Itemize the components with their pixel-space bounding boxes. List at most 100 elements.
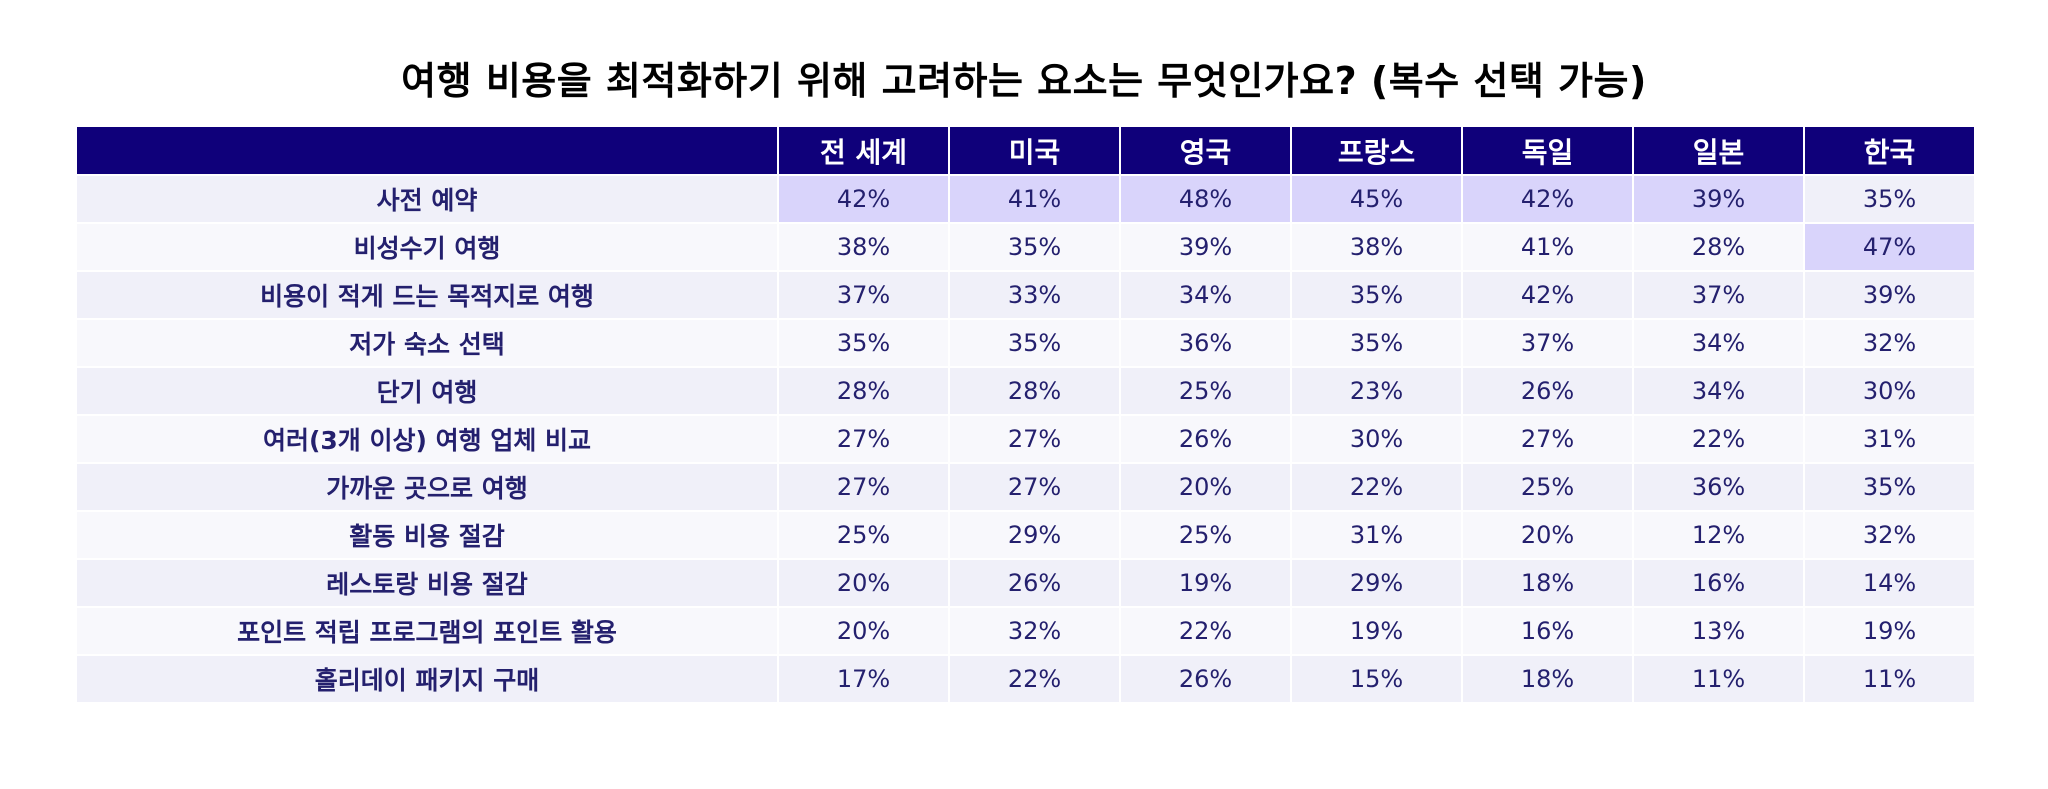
value-cell: 26% bbox=[1119, 654, 1292, 704]
value-cell: 37% bbox=[1632, 270, 1805, 320]
value-cell: 34% bbox=[1632, 366, 1805, 416]
column-header: 독일 bbox=[1461, 125, 1634, 176]
value-cell: 14% bbox=[1803, 558, 1976, 608]
value-cell: 26% bbox=[1119, 414, 1292, 464]
column-header: 미국 bbox=[948, 125, 1121, 176]
table-row: 비용이 적게 드는 목적지로 여행 37% 33% 34% 35% 42% 37% 39% bbox=[75, 270, 1976, 320]
value-cell: 28% bbox=[777, 366, 950, 416]
value-cell: 38% bbox=[777, 222, 950, 272]
value-cell: 26% bbox=[948, 558, 1121, 608]
value-cell: 13% bbox=[1632, 606, 1805, 656]
table-row: 가까운 곳으로 여행 27% 27% 20% 22% 25% 36% 35% bbox=[75, 462, 1976, 512]
row-label: 비성수기 여행 bbox=[75, 222, 779, 272]
column-header: 프랑스 bbox=[1290, 125, 1463, 176]
header-row: 전 세계 미국 영국 프랑스 독일 일본 한국 bbox=[75, 125, 1976, 176]
value-cell: 35% bbox=[948, 318, 1121, 368]
table-header: 전 세계 미국 영국 프랑스 독일 일본 한국 bbox=[75, 125, 1976, 176]
value-cell: 27% bbox=[948, 414, 1121, 464]
table-row: 홀리데이 패키지 구매 17% 22% 26% 15% 18% 11% 11% bbox=[75, 654, 1976, 704]
column-header: 영국 bbox=[1119, 125, 1292, 176]
value-cell: 41% bbox=[948, 174, 1121, 224]
value-cell: 39% bbox=[1632, 174, 1805, 224]
value-cell: 31% bbox=[1290, 510, 1463, 560]
value-cell: 25% bbox=[1461, 462, 1634, 512]
value-cell: 35% bbox=[948, 222, 1121, 272]
row-label: 여러(3개 이상) 여행 업체 비교 bbox=[75, 414, 779, 464]
value-cell: 27% bbox=[777, 414, 950, 464]
value-cell: 22% bbox=[1632, 414, 1805, 464]
value-cell: 25% bbox=[1119, 510, 1292, 560]
chart-title: 여행 비용을 최적화하기 위해 고려하는 요소는 무엇인가요? (복수 선택 가… bbox=[401, 59, 1647, 103]
table-row: 사전 예약 42% 41% 48% 45% 42% 39% 35% bbox=[75, 174, 1976, 224]
value-cell: 33% bbox=[948, 270, 1121, 320]
value-cell: 39% bbox=[1119, 222, 1292, 272]
value-cell: 37% bbox=[1461, 318, 1634, 368]
value-cell: 31% bbox=[1803, 414, 1976, 464]
value-cell: 15% bbox=[1290, 654, 1463, 704]
value-cell: 29% bbox=[948, 510, 1121, 560]
row-label: 사전 예약 bbox=[75, 174, 779, 224]
value-cell: 20% bbox=[1461, 510, 1634, 560]
value-cell: 26% bbox=[1461, 366, 1634, 416]
row-label: 비용이 적게 드는 목적지로 여행 bbox=[75, 270, 779, 320]
row-label: 홀리데이 패키지 구매 bbox=[75, 654, 779, 704]
value-cell: 22% bbox=[1119, 606, 1292, 656]
value-cell: 28% bbox=[1632, 222, 1805, 272]
value-cell: 39% bbox=[1803, 270, 1976, 320]
value-cell: 37% bbox=[777, 270, 950, 320]
row-label: 저가 숙소 선택 bbox=[75, 318, 779, 368]
value-cell: 41% bbox=[1461, 222, 1634, 272]
value-cell: 25% bbox=[777, 510, 950, 560]
value-cell: 35% bbox=[1803, 174, 1976, 224]
column-header: 전 세계 bbox=[777, 125, 950, 176]
value-cell: 47% bbox=[1803, 222, 1976, 272]
value-cell: 11% bbox=[1803, 654, 1976, 704]
value-cell: 16% bbox=[1632, 558, 1805, 608]
value-cell: 35% bbox=[1803, 462, 1976, 512]
value-cell: 42% bbox=[777, 174, 950, 224]
value-cell: 48% bbox=[1119, 174, 1292, 224]
value-cell: 17% bbox=[777, 654, 950, 704]
value-cell: 27% bbox=[1461, 414, 1634, 464]
value-cell: 11% bbox=[1632, 654, 1805, 704]
survey-table: 전 세계 미국 영국 프랑스 독일 일본 한국 사전 예약 42% 41% 48% 45… bbox=[75, 125, 1976, 704]
row-label: 활동 비용 절감 bbox=[75, 510, 779, 560]
value-cell: 25% bbox=[1119, 366, 1292, 416]
value-cell: 22% bbox=[948, 654, 1121, 704]
value-cell: 32% bbox=[1803, 318, 1976, 368]
table-row: 비성수기 여행 38% 35% 39% 38% 41% 28% 47% bbox=[75, 222, 1976, 272]
value-cell: 42% bbox=[1461, 174, 1634, 224]
row-label: 가까운 곳으로 여행 bbox=[75, 462, 779, 512]
value-cell: 12% bbox=[1632, 510, 1805, 560]
value-cell: 22% bbox=[1290, 462, 1463, 512]
value-cell: 45% bbox=[1290, 174, 1463, 224]
value-cell: 36% bbox=[1632, 462, 1805, 512]
value-cell: 19% bbox=[1119, 558, 1292, 608]
column-header: 한국 bbox=[1803, 125, 1976, 176]
value-cell: 23% bbox=[1290, 366, 1463, 416]
value-cell: 19% bbox=[1803, 606, 1976, 656]
value-cell: 30% bbox=[1803, 366, 1976, 416]
value-cell: 35% bbox=[1290, 270, 1463, 320]
header-blank-cell bbox=[75, 125, 779, 176]
row-label: 단기 여행 bbox=[75, 366, 779, 416]
table-row: 단기 여행 28% 28% 25% 23% 26% 34% 30% bbox=[75, 366, 1976, 416]
value-cell: 28% bbox=[948, 366, 1121, 416]
value-cell: 19% bbox=[1290, 606, 1463, 656]
value-cell: 27% bbox=[948, 462, 1121, 512]
value-cell: 32% bbox=[948, 606, 1121, 656]
value-cell: 29% bbox=[1290, 558, 1463, 608]
value-cell: 20% bbox=[1119, 462, 1292, 512]
table-row: 포인트 적립 프로그램의 포인트 활용 20% 32% 22% 19% 16% 13% 19% bbox=[75, 606, 1976, 656]
table-row: 여러(3개 이상) 여행 업체 비교 27% 27% 26% 30% 27% 22% 31% bbox=[75, 414, 1976, 464]
value-cell: 18% bbox=[1461, 558, 1634, 608]
value-cell: 35% bbox=[777, 318, 950, 368]
value-cell: 20% bbox=[777, 606, 950, 656]
value-cell: 42% bbox=[1461, 270, 1634, 320]
table-body: 사전 예약 42% 41% 48% 45% 42% 39% 35% 비성수기 여행 38% 35% 3… bbox=[75, 174, 1976, 704]
value-cell: 20% bbox=[777, 558, 950, 608]
value-cell: 16% bbox=[1461, 606, 1634, 656]
table-row: 활동 비용 절감 25% 29% 25% 31% 20% 12% 32% bbox=[75, 510, 1976, 560]
value-cell: 18% bbox=[1461, 654, 1634, 704]
value-cell: 27% bbox=[777, 462, 950, 512]
